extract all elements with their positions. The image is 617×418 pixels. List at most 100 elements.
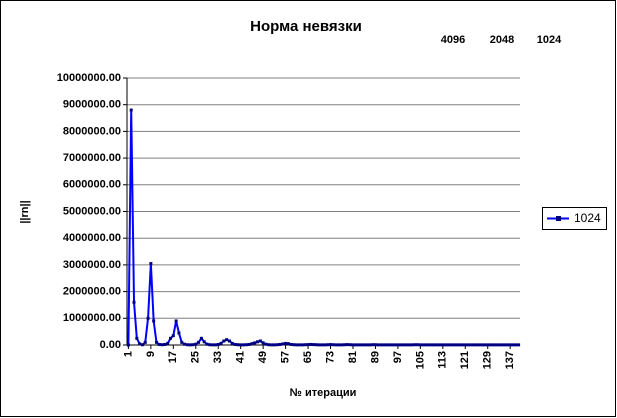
data-point: [250, 342, 254, 346]
data-point: [500, 343, 504, 347]
data-point: [494, 343, 498, 347]
y-tick-label: 6000000.00: [63, 179, 121, 191]
data-point: [514, 343, 518, 347]
x-tick-label: 25: [190, 351, 202, 363]
data-point: [357, 343, 361, 347]
data-point: [140, 343, 144, 347]
data-point: [497, 343, 501, 347]
data-point: [477, 343, 481, 347]
legend-marker: [556, 216, 561, 221]
data-point: [171, 334, 175, 338]
chart-title: Норма невязки: [250, 18, 362, 35]
data-point: [343, 343, 347, 347]
data-point: [334, 343, 338, 347]
y-tick-label: 1000000.00: [63, 312, 121, 324]
data-point: [404, 343, 408, 347]
data-point: [157, 342, 161, 346]
data-point: [213, 343, 217, 347]
x-tick-label: 49: [257, 351, 269, 363]
data-point: [174, 319, 178, 323]
x-tick-label: 1: [122, 351, 134, 357]
data-point: [191, 343, 195, 347]
data-point: [202, 340, 206, 344]
x-tick-label: 81: [347, 351, 359, 363]
data-point: [194, 342, 198, 346]
data-point: [152, 319, 156, 323]
data-point: [323, 343, 327, 347]
data-point: [219, 341, 223, 345]
data-point: [337, 343, 341, 347]
data-point: [188, 343, 192, 347]
data-point: [258, 339, 262, 343]
data-point: [348, 343, 352, 347]
data-point: [393, 343, 397, 347]
data-point: [292, 343, 296, 347]
data-point: [368, 343, 372, 347]
y-tick-label: 4000000.00: [63, 232, 121, 244]
data-point: [362, 343, 366, 347]
data-point: [413, 343, 417, 347]
data-point: [298, 343, 302, 347]
data-point: [416, 343, 420, 347]
data-point: [351, 343, 355, 347]
data-point: [275, 343, 279, 347]
data-point: [236, 343, 240, 347]
data-point: [211, 343, 215, 347]
data-point: [517, 343, 521, 347]
data-point: [135, 336, 139, 340]
data-point: [385, 343, 389, 347]
legend-label: 1024: [574, 211, 601, 225]
data-point: [407, 343, 411, 347]
data-point: [503, 343, 507, 347]
x-tick-label: 57: [280, 351, 292, 363]
data-point: [379, 343, 383, 347]
data-point: [463, 343, 467, 347]
data-point: [267, 343, 271, 347]
data-point: [160, 343, 164, 347]
data-point: [225, 338, 229, 342]
data-point: [491, 343, 495, 347]
data-point: [138, 342, 142, 346]
x-tick-label: 33: [212, 351, 224, 363]
data-point: [354, 343, 358, 347]
data-point: [373, 343, 377, 347]
data-point: [455, 343, 459, 347]
data-point: [505, 343, 509, 347]
data-point: [239, 343, 243, 347]
data-point: [421, 343, 425, 347]
data-point: [359, 343, 363, 347]
x-tick-label: 65: [302, 351, 314, 363]
data-point: [286, 342, 290, 346]
data-point: [149, 262, 153, 266]
data-point: [432, 343, 436, 347]
data-point: [244, 343, 248, 347]
data-point: [314, 343, 318, 347]
data-point: [466, 343, 470, 347]
data-point: [376, 343, 380, 347]
data-point: [326, 343, 330, 347]
data-point: [444, 343, 448, 347]
data-point: [129, 108, 133, 112]
data-point: [452, 343, 456, 347]
data-point: [126, 343, 130, 347]
data-point: [483, 343, 487, 347]
data-point: [469, 343, 473, 347]
data-point: [284, 341, 288, 345]
data-point: [241, 343, 245, 347]
data-point: [396, 343, 400, 347]
data-point: [329, 343, 333, 347]
data-point: [264, 342, 268, 346]
data-point: [365, 343, 369, 347]
y-tick-label: 0.00: [100, 339, 121, 351]
data-point: [163, 342, 167, 346]
legend: [542, 207, 607, 230]
data-point: [180, 340, 184, 344]
x-tick-label: 121: [459, 351, 471, 369]
data-point: [340, 343, 344, 347]
data-point: [146, 316, 150, 320]
data-point: [183, 342, 187, 346]
x-tick-label: 129: [482, 351, 494, 369]
data-point: [177, 331, 181, 335]
data-point: [430, 343, 434, 347]
